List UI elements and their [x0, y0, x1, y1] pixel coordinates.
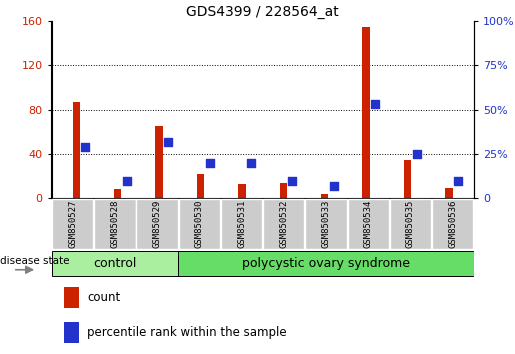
Text: GSM850529: GSM850529	[152, 200, 162, 248]
Text: GSM850534: GSM850534	[364, 200, 373, 248]
Point	[413, 151, 421, 157]
Text: polycystic ovary syndrome: polycystic ovary syndrome	[242, 257, 410, 270]
Bar	[197, 174, 204, 198]
Text: GSM850532: GSM850532	[279, 200, 288, 248]
Bar	[136, 199, 178, 249]
Bar	[178, 251, 474, 276]
Text: percentile rank within the sample: percentile rank within the sample	[88, 326, 287, 339]
Text: GSM850527: GSM850527	[68, 200, 77, 248]
Bar	[263, 199, 304, 249]
Text: GSM850535: GSM850535	[406, 200, 415, 248]
Bar	[321, 194, 329, 198]
Text: GSM850531: GSM850531	[237, 200, 246, 248]
Point	[247, 160, 255, 166]
Bar	[114, 189, 122, 198]
Bar	[238, 184, 246, 198]
Point	[288, 178, 297, 183]
Bar	[348, 199, 389, 249]
Bar	[445, 188, 453, 198]
Bar	[305, 199, 347, 249]
Bar	[64, 322, 79, 343]
Point	[123, 178, 131, 183]
Bar	[179, 199, 220, 249]
Bar	[432, 199, 473, 249]
Point	[454, 178, 462, 183]
Bar	[94, 199, 135, 249]
Text: GSM850528: GSM850528	[110, 200, 119, 248]
Text: control: control	[93, 257, 136, 270]
Bar	[52, 199, 93, 249]
Bar	[404, 160, 411, 198]
Bar	[280, 183, 287, 198]
Point	[81, 144, 90, 150]
Text: disease state: disease state	[0, 256, 70, 266]
Title: GDS4399 / 228564_at: GDS4399 / 228564_at	[186, 5, 339, 19]
Bar	[73, 102, 80, 198]
Point	[205, 160, 214, 166]
Bar	[390, 199, 431, 249]
Bar	[156, 126, 163, 198]
Point	[164, 139, 173, 144]
Point	[330, 183, 338, 189]
Text: count: count	[88, 291, 121, 304]
Text: GSM850536: GSM850536	[448, 200, 457, 248]
Point	[371, 102, 380, 107]
Bar	[52, 251, 178, 276]
Text: GSM850530: GSM850530	[195, 200, 204, 248]
Bar	[221, 199, 262, 249]
Bar	[363, 27, 370, 198]
Bar	[64, 287, 79, 308]
Text: GSM850533: GSM850533	[321, 200, 331, 248]
